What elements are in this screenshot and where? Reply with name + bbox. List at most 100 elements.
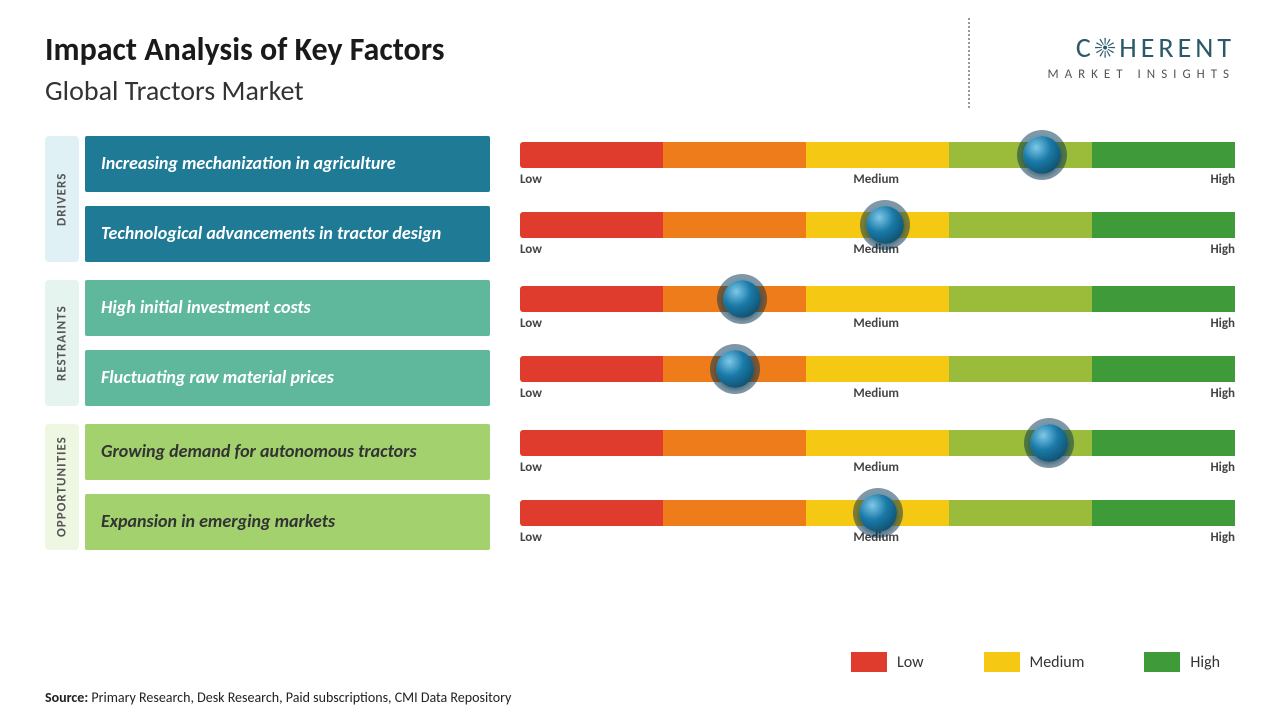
gauge: Low Medium High xyxy=(520,212,1235,257)
gauge: Low Medium High xyxy=(520,500,1235,545)
gauge-labels: Low Medium High xyxy=(520,530,1235,545)
gauge-marker xyxy=(723,280,761,318)
gauge-label-high: High xyxy=(1210,242,1235,257)
gauge-labels: LowMediumHigh xyxy=(520,460,1235,475)
legend-swatch xyxy=(851,652,887,672)
group-rows: Growing demand for autonomous tractors Lo… xyxy=(85,424,1235,550)
factor-label: Expansion in emerging markets xyxy=(85,494,490,550)
gauge: Low Medium High xyxy=(520,142,1235,187)
factor-row: Growing demand for autonomous tractorsLo… xyxy=(85,424,1235,480)
gauge-label-low: Low xyxy=(520,172,542,187)
gauge-label-medium: Medium xyxy=(853,316,899,331)
header: Impact Analysis of Key Factors Global Tr… xyxy=(45,30,1235,108)
group-rows: High initial investment costs Low Medium Hi… xyxy=(85,280,1235,406)
gauge-label-high: High xyxy=(1210,386,1235,401)
gauge-segment xyxy=(949,212,1092,238)
gauge-marker xyxy=(866,206,904,244)
factor-label: Increasing mechanization in agriculture xyxy=(85,136,490,192)
gauge: Low Medium High xyxy=(520,356,1235,401)
gauge: LowMediumHigh xyxy=(520,430,1235,475)
gauge-segment xyxy=(1092,430,1235,456)
gauge-label-high: High xyxy=(1210,316,1235,331)
brand-logo: C☀HERENT MARKET INSIGHTS xyxy=(1047,30,1235,82)
gauge-segment xyxy=(663,430,806,456)
gauge-label-low: Low xyxy=(520,242,542,257)
source-line: Source: Primary Research, Desk Research,… xyxy=(45,689,511,706)
gauge-segment xyxy=(949,356,1092,382)
gauge-label-medium: Medium xyxy=(853,242,899,257)
gauge-bar xyxy=(520,212,1235,238)
gauge-segment xyxy=(1092,356,1235,382)
gauge-label-low: Low xyxy=(520,386,542,401)
factor-groups: DRIVERSIncreasing mechanization in agric… xyxy=(45,136,1235,550)
gauge-labels: Low Medium High xyxy=(520,172,1235,187)
group-drivers: DRIVERSIncreasing mechanization in agric… xyxy=(45,136,1235,262)
gauge-segment xyxy=(663,500,806,526)
gauge-segment xyxy=(1092,142,1235,168)
factor-label: Growing demand for autonomous tractors xyxy=(85,424,490,480)
gauge-marker xyxy=(716,350,754,388)
gauge-label-high: High xyxy=(1210,172,1235,187)
brand-sub: MARKET INSIGHTS xyxy=(1047,67,1235,82)
gauge-segment xyxy=(520,286,663,312)
legend-item: High xyxy=(1144,652,1220,672)
source-prefix: Source: xyxy=(45,689,88,706)
group-rows: Increasing mechanization in agriculture L… xyxy=(85,136,1235,262)
gauge-bar xyxy=(520,430,1235,456)
gauge-label-low: Low xyxy=(520,316,542,331)
page-subtitle: Global Tractors Market xyxy=(45,73,444,108)
gauge-label-medium: Medium xyxy=(853,460,899,475)
group-restraints: RESTRAINTSHigh initial investment costs L… xyxy=(45,280,1235,406)
gauge-segment xyxy=(949,286,1092,312)
legend-swatch xyxy=(984,652,1020,672)
gauge-segment xyxy=(520,356,663,382)
group-opportunities: OPPORTUNITIESGrowing demand for autonomo… xyxy=(45,424,1235,550)
group-label-restraints: RESTRAINTS xyxy=(45,280,79,406)
legend-item: Medium xyxy=(984,652,1085,672)
factor-label: High initial investment costs xyxy=(85,280,490,336)
legend-item: Low xyxy=(851,652,924,672)
gauge-segment xyxy=(806,356,949,382)
gauge-marker xyxy=(1030,424,1068,462)
factor-row: Increasing mechanization in agriculture L… xyxy=(85,136,1235,192)
factor-row: High initial investment costs Low Medium Hi… xyxy=(85,280,1235,336)
gauge-segment xyxy=(520,212,663,238)
legend-label: Low xyxy=(897,653,924,672)
group-label-opportunities: OPPORTUNITIES xyxy=(45,424,79,550)
gauge-segment xyxy=(520,500,663,526)
legend-label: Medium xyxy=(1030,653,1085,672)
gauge-marker xyxy=(1023,136,1061,174)
gauge-segment xyxy=(663,142,806,168)
gauge-label-high: High xyxy=(1210,530,1235,545)
factor-row: Expansion in emerging markets Low Medium Hi… xyxy=(85,494,1235,550)
gauge-label-medium: Medium xyxy=(853,386,899,401)
gauge-labels: Low Medium High xyxy=(520,386,1235,401)
gauge: Low Medium High xyxy=(520,286,1235,331)
legend-label: High xyxy=(1190,653,1220,672)
gauge-bar xyxy=(520,500,1235,526)
gauge-segment xyxy=(1092,500,1235,526)
gauge-segment xyxy=(949,430,1092,456)
gauge-segment xyxy=(1092,286,1235,312)
gauge-segment xyxy=(520,430,663,456)
header-divider xyxy=(968,18,970,108)
factor-row: Technological advancements in tractor de… xyxy=(85,206,1235,262)
gauge-segment xyxy=(663,212,806,238)
gauge-labels: Low Medium High xyxy=(520,242,1235,257)
gauge-label-medium: Medium xyxy=(853,172,899,187)
gauge-bar xyxy=(520,142,1235,168)
legend-swatch xyxy=(1144,652,1180,672)
page-title: Impact Analysis of Key Factors xyxy=(45,30,444,69)
gauge-segment xyxy=(806,142,949,168)
gauge-label-high: High xyxy=(1210,460,1235,475)
gauge-segment xyxy=(949,500,1092,526)
factor-row: Fluctuating raw material pricesLowMedium… xyxy=(85,350,1235,406)
gauge-label-medium: Medium xyxy=(853,530,899,545)
gauge-bar xyxy=(520,356,1235,382)
gauge-labels: Low Medium High xyxy=(520,316,1235,331)
gauge-segment xyxy=(949,142,1092,168)
factor-label: Technological advancements in tractor de… xyxy=(85,206,490,262)
gauge-label-low: Low xyxy=(520,530,542,545)
source-text: Primary Research, Desk Research, Paid su… xyxy=(88,689,511,706)
group-label-drivers: DRIVERS xyxy=(45,136,79,262)
